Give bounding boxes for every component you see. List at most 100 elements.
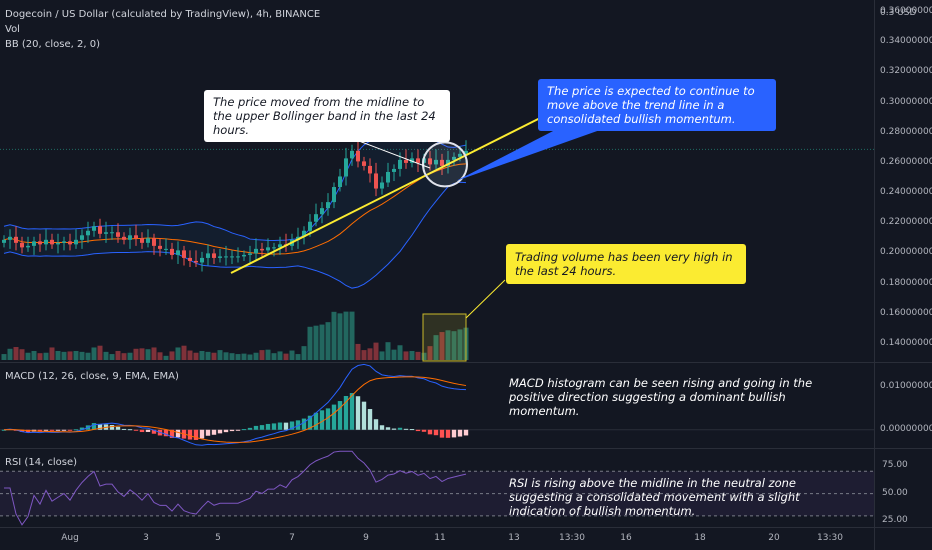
volume-bar (19, 349, 25, 360)
candle-body (104, 232, 108, 234)
macd-histogram-bar (193, 429, 199, 440)
rsi-indicator-label[interactable]: RSI (14, close) (5, 457, 78, 468)
volume-bar (43, 352, 49, 360)
macd-histogram-bar (217, 429, 223, 434)
volume-bar (1, 354, 7, 360)
candle-body (218, 256, 222, 258)
volume-indicator-label[interactable]: Vol (5, 24, 20, 35)
volume-bar (373, 342, 379, 360)
candle-body (434, 159, 438, 165)
candle-body (98, 226, 102, 234)
candle-body (110, 232, 114, 234)
volume-bar (361, 350, 367, 360)
volume-bar (25, 352, 31, 360)
macd-histogram-bar (367, 409, 373, 430)
volume-bar (457, 329, 463, 360)
candle-body (272, 247, 276, 249)
volume-bar (127, 352, 133, 360)
candle-body (44, 239, 48, 245)
candle-body (80, 235, 84, 240)
macd-histogram-bar (121, 428, 127, 430)
macd-histogram-bar (421, 429, 427, 432)
volume-bar (91, 347, 97, 360)
volume-bar (247, 354, 253, 360)
candle-body (212, 253, 216, 258)
time-axis-label: Aug (61, 533, 79, 543)
volume-bar (283, 353, 289, 360)
volume-bar (211, 352, 217, 360)
volume-bar (259, 350, 265, 360)
candle-body (242, 254, 246, 257)
volume-bar (307, 326, 313, 360)
volume-annotation[interactable]: Trading volume has been very high in the… (506, 244, 746, 284)
macd-histogram-bar (187, 429, 193, 440)
candle-body (182, 250, 186, 258)
macd-histogram-bar (355, 396, 361, 430)
candle-body (248, 253, 252, 255)
candle-body (176, 250, 180, 255)
macd-histogram-bar (1, 429, 7, 431)
midline-annotation[interactable]: The price moved from the midline to the … (204, 90, 450, 142)
macd-histogram-bar (301, 418, 307, 430)
volume-bar (403, 351, 409, 360)
macd-histogram-bar (289, 421, 295, 430)
volume-bar (427, 346, 433, 360)
macd-histogram-bar (445, 429, 451, 438)
volume-bar (37, 353, 43, 360)
rsi-axis-tick: 50.00 (882, 487, 908, 498)
candle-body (404, 159, 408, 163)
volume-bar (55, 350, 61, 360)
candle-body (38, 241, 42, 245)
macd-histogram-bar (253, 425, 259, 430)
volume-bar (343, 311, 349, 360)
bollinger-lower-band (3, 181, 467, 289)
macd-histogram-bar (385, 427, 391, 430)
macd-histogram-bar (163, 429, 169, 437)
macd-histogram-bar (409, 429, 415, 431)
macd-histogram-bar (133, 429, 139, 431)
price-axis-tick: 0.18000000 (880, 277, 932, 288)
candle-body (158, 245, 162, 249)
candle-body (164, 248, 168, 250)
trend-annotation[interactable]: The price is expected to continue to mov… (538, 79, 776, 131)
volume-bar (265, 349, 271, 360)
volume-bar (79, 351, 85, 360)
macd-indicator-label[interactable]: MACD (12, 26, close, 9, EMA, EMA) (5, 371, 179, 382)
candle-body (350, 150, 354, 159)
volume-bar (67, 351, 73, 360)
time-axis-label: 16 (620, 533, 632, 543)
candle-body (134, 235, 138, 239)
macd-histogram-bar (295, 420, 301, 430)
candle-body (392, 168, 396, 172)
highlight-circle (422, 141, 468, 188)
macd-annotation: MACD histogram can be seen rising and go… (509, 376, 813, 418)
macd-histogram-bar (247, 427, 253, 430)
macd-histogram-bar (109, 424, 115, 430)
volume-bar (7, 348, 13, 360)
macd-histogram-bar (319, 410, 325, 430)
volume-bar (145, 349, 151, 360)
time-axis-label: 13 (508, 533, 520, 543)
candle-body (170, 248, 174, 255)
rsi-line (4, 450, 467, 526)
volume-bar (421, 352, 427, 360)
macd-axis-tick: 0.01000000 (880, 380, 932, 391)
macd-histogram-bar (139, 429, 145, 433)
candle-body (188, 257, 192, 261)
chart-title: Dogecoin / US Dollar (calculated by Trad… (5, 9, 321, 20)
pane-divider[interactable] (0, 448, 932, 449)
pane-divider[interactable] (0, 527, 932, 528)
candle-body (458, 153, 462, 157)
pane-divider[interactable] (0, 362, 932, 363)
macd-histogram-bar (205, 429, 211, 436)
time-axis-label: 11 (434, 533, 446, 543)
time-axis-label: 5 (215, 533, 221, 543)
volume-bar (295, 354, 301, 360)
macd-histogram-bar (211, 429, 217, 435)
bollinger-indicator-label[interactable]: BB (20, close, 2, 0) (5, 39, 100, 50)
time-axis-label: 9 (363, 533, 369, 543)
volume-bar (235, 354, 241, 360)
macd-histogram-bar (415, 429, 421, 432)
volume-bar (385, 342, 391, 360)
